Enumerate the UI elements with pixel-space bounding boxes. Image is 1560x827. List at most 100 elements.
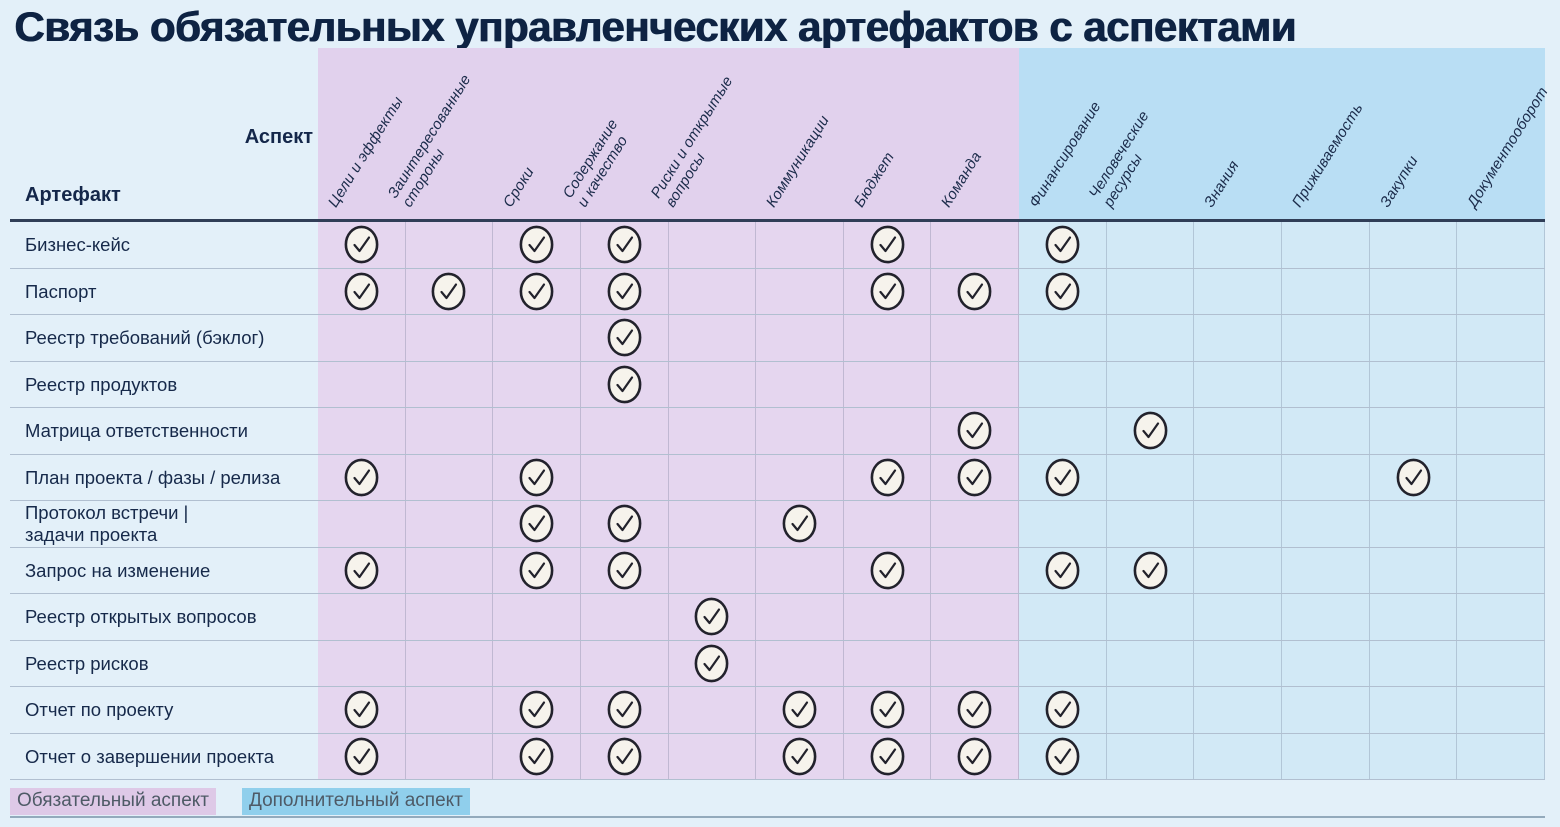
matrix-cell <box>1194 687 1283 733</box>
check-circle-icon <box>1045 737 1080 776</box>
check-circle-icon <box>344 272 379 311</box>
check-circle-icon <box>344 737 379 776</box>
row-label: Реестр открытых вопросов <box>25 606 257 628</box>
check-circle-icon <box>519 690 554 729</box>
matrix-cell <box>1369 454 1458 500</box>
table-row: Паспорт <box>10 268 1545 315</box>
check-circle-icon <box>607 272 642 311</box>
matrix-cell <box>1194 501 1283 547</box>
matrix-cell <box>1106 408 1195 454</box>
matrix-cell <box>1369 268 1458 314</box>
matrix-cell <box>1282 733 1370 779</box>
matrix-cell <box>1019 594 1107 640</box>
matrix-cell <box>1457 733 1545 779</box>
matrix-cell <box>756 408 844 454</box>
matrix-cell <box>405 222 494 268</box>
check-circle-icon <box>344 458 379 497</box>
matrix-cell <box>1282 268 1370 314</box>
check-circle-icon <box>607 225 642 264</box>
matrix-cell <box>668 547 757 593</box>
matrix-cell <box>1457 547 1545 593</box>
check-circle-icon <box>519 272 554 311</box>
matrix-cell <box>1106 361 1195 407</box>
table-row: Реестр рисков <box>10 640 1545 687</box>
matrix-cell <box>405 454 494 500</box>
matrix-cell <box>668 687 757 733</box>
matrix-cell <box>756 687 844 733</box>
matrix-cell <box>318 315 406 361</box>
table-row: Протокол встречи | задачи проекта <box>10 501 1545 548</box>
matrix-cell <box>668 501 757 547</box>
table-row: Реестр продуктов <box>10 361 1545 408</box>
matrix-cell <box>1194 547 1283 593</box>
matrix-cell <box>931 501 1020 547</box>
matrix-cell <box>580 687 669 733</box>
matrix-cell <box>493 501 581 547</box>
matrix-cell <box>756 640 844 686</box>
matrix-cell <box>1457 268 1545 314</box>
matrix-cell <box>756 315 844 361</box>
row-label: Отчет о завершении проекта <box>25 745 275 767</box>
matrix-cell <box>1457 687 1545 733</box>
row-label: Реестр продуктов <box>25 373 178 395</box>
matrix-cell <box>1282 408 1370 454</box>
matrix-cell <box>1194 408 1283 454</box>
matrix-cell <box>843 547 932 593</box>
matrix-cell <box>318 222 406 268</box>
matrix-cell <box>1369 640 1458 686</box>
matrix-cell <box>1019 361 1107 407</box>
matrix-cell <box>668 733 757 779</box>
aspect-axis-label: Аспект <box>244 126 313 148</box>
check-circle-icon <box>607 690 642 729</box>
table-row: Отчет о завершении проекта <box>10 733 1545 780</box>
row-label: Запрос на изменение <box>25 559 211 581</box>
check-circle-icon <box>957 737 992 776</box>
matrix-cell <box>1106 454 1195 500</box>
check-circle-icon <box>344 690 379 729</box>
row-label: Протокол встречи | задачи проекта <box>25 502 189 545</box>
matrix-cell <box>668 315 757 361</box>
matrix-cell <box>1194 733 1283 779</box>
matrix-cell <box>405 640 494 686</box>
matrix-cell <box>405 501 494 547</box>
matrix-cell <box>843 687 932 733</box>
check-circle-icon <box>1045 225 1080 264</box>
check-circle-icon <box>607 318 642 357</box>
check-circle-icon <box>782 504 817 543</box>
matrix-cell <box>318 501 406 547</box>
matrix-cell <box>580 268 669 314</box>
check-circle-icon <box>870 272 905 311</box>
check-circle-icon <box>1045 272 1080 311</box>
matrix-cell <box>493 687 581 733</box>
matrix-cell <box>493 268 581 314</box>
matrix-cell <box>1369 501 1458 547</box>
matrix-cell <box>318 361 406 407</box>
matrix-cell <box>843 268 932 314</box>
matrix-cell <box>493 408 581 454</box>
matrix-cell <box>668 454 757 500</box>
matrix-cell <box>405 594 494 640</box>
table-row: Реестр открытых вопросов <box>10 594 1545 641</box>
table-row: Отчет по проекту <box>10 687 1545 734</box>
table-row: Реестр требований (бэклог) <box>10 315 1545 362</box>
matrix-cell <box>1369 222 1458 268</box>
matrix-cell <box>318 268 406 314</box>
matrix-header: Аспект Артефакт Цели и эффекты Заинтересо… <box>10 48 1552 219</box>
matrix-cell <box>1369 408 1458 454</box>
matrix-cell <box>580 547 669 593</box>
matrix-cell <box>493 640 581 686</box>
legend-item: Дополнительный аспект <box>242 788 470 815</box>
matrix-cell <box>318 547 406 593</box>
matrix-cell <box>580 315 669 361</box>
matrix-cell <box>1106 640 1195 686</box>
matrix-cell <box>1194 594 1283 640</box>
matrix-cell <box>318 640 406 686</box>
row-label: Матрица ответственности <box>25 420 248 442</box>
matrix-cell <box>405 733 494 779</box>
matrix-cell <box>1194 222 1283 268</box>
matrix-cell <box>580 222 669 268</box>
check-circle-icon <box>870 690 905 729</box>
matrix-cell <box>931 594 1020 640</box>
matrix-cell <box>1369 315 1458 361</box>
matrix-cell <box>756 268 844 314</box>
